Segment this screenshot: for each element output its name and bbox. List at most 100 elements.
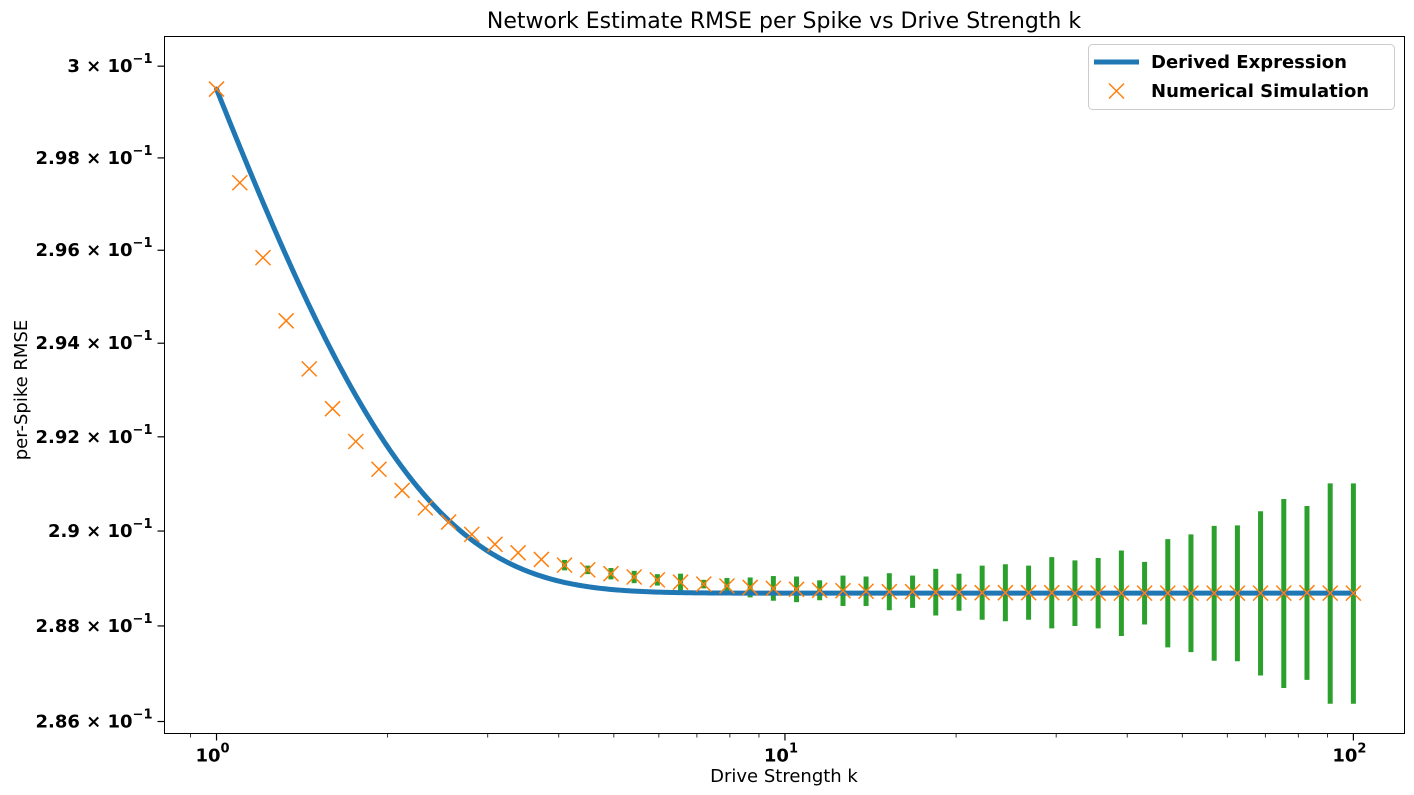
x-tick-exponent: 2 bbox=[1357, 742, 1366, 757]
y-tick-mantissa: 2.92 bbox=[35, 427, 79, 448]
simulation-marker bbox=[556, 557, 573, 574]
y-tick-mantissa: 3 bbox=[67, 56, 80, 77]
simulation-marker bbox=[626, 568, 643, 586]
chart-title: Network Estimate RMSE per Spike vs Drive… bbox=[487, 9, 1081, 34]
simulation-marker bbox=[695, 576, 712, 593]
x-tick-label: 100 bbox=[195, 742, 229, 767]
simulation-marker bbox=[811, 582, 828, 599]
y-tick-label: 2.98 × 10−1 bbox=[35, 144, 152, 169]
y-tick-exponent: −1 bbox=[133, 52, 153, 67]
simulation-marker bbox=[1322, 585, 1339, 602]
y-tick-times: × 10 bbox=[80, 240, 133, 261]
simulation-marker bbox=[1252, 585, 1269, 602]
y-tick-exponent: −1 bbox=[133, 517, 153, 532]
simulation-marker bbox=[533, 551, 550, 568]
legend: Derived Expression Numerical Simulation bbox=[1088, 44, 1395, 110]
simulation-marker bbox=[394, 482, 411, 499]
simulation-marker bbox=[370, 461, 388, 478]
simulation-marker bbox=[579, 561, 596, 578]
legend-label-simulation: Numerical Simulation bbox=[1151, 81, 1369, 102]
simulation-marker bbox=[742, 579, 759, 596]
simulation-marker bbox=[347, 433, 364, 450]
simulation-marker bbox=[1345, 585, 1362, 602]
simulation-marker bbox=[1206, 585, 1223, 602]
y-tick-label: 2.94 × 10−1 bbox=[35, 329, 152, 354]
legend-marker-swatch bbox=[1108, 82, 1125, 100]
legend-label-derived: Derived Expression bbox=[1151, 52, 1347, 73]
y-tick-label: 2.96 × 10−1 bbox=[35, 236, 152, 261]
simulation-marker bbox=[997, 584, 1014, 601]
y-tick-mantissa: 2.9 bbox=[48, 521, 80, 542]
y-tick-label: 2.92 × 10−1 bbox=[35, 423, 152, 448]
y-tick-mantissa: 2.94 bbox=[35, 333, 79, 354]
y-tick-exponent: −1 bbox=[133, 612, 153, 627]
y-tick-label: 3 × 10−1 bbox=[67, 52, 152, 77]
legend-box bbox=[1088, 44, 1395, 110]
plot-area bbox=[208, 81, 1362, 704]
simulation-marker bbox=[834, 582, 852, 599]
simulation-marker bbox=[1090, 585, 1107, 602]
simulation-marker bbox=[1159, 585, 1176, 602]
y-tick-label: 2.88 × 10−1 bbox=[35, 612, 152, 637]
y-tick-exponent: −1 bbox=[133, 144, 153, 159]
y-tick-times: × 10 bbox=[80, 56, 133, 77]
y-tick-mantissa: 2.96 bbox=[35, 240, 79, 261]
y-tick-exponent: −1 bbox=[133, 236, 153, 251]
y-tick-times: × 10 bbox=[80, 521, 133, 542]
x-tick-label: 102 bbox=[1332, 742, 1366, 767]
simulation-marker bbox=[1136, 585, 1153, 602]
simulation-marker bbox=[718, 577, 735, 595]
simulation-marker bbox=[278, 312, 295, 329]
simulation-marker bbox=[417, 499, 434, 516]
y-tick-exponent: −1 bbox=[133, 708, 153, 723]
simulation-marker bbox=[1182, 585, 1199, 602]
y-tick-times: × 10 bbox=[80, 148, 133, 169]
y-tick-exponent: −1 bbox=[133, 329, 153, 344]
simulation-marker bbox=[324, 400, 341, 417]
simulation-marker bbox=[231, 174, 248, 191]
x-tick-base: 10 bbox=[764, 746, 789, 767]
y-tick-times: × 10 bbox=[80, 616, 133, 637]
simulation-marker bbox=[1275, 585, 1292, 602]
simulation-marker bbox=[463, 526, 480, 543]
simulation-marker bbox=[440, 514, 457, 531]
simulation-marker bbox=[510, 544, 527, 561]
x-tick-label: 101 bbox=[764, 742, 798, 767]
simulation-marker bbox=[974, 584, 991, 601]
y-axis-label: per-Spike RMSE bbox=[11, 320, 32, 461]
simulation-marker bbox=[602, 565, 619, 582]
simulation-marker bbox=[904, 583, 921, 600]
simulation-marker bbox=[486, 536, 503, 553]
simulation-marker bbox=[858, 583, 875, 600]
simulation-marker bbox=[301, 360, 318, 377]
y-tick-mantissa: 2.86 bbox=[35, 712, 79, 733]
simulation-marker bbox=[788, 581, 805, 598]
simulation-marker bbox=[881, 583, 898, 600]
y-tick-label: 2.9 × 10−1 bbox=[48, 517, 153, 542]
simulation-marker bbox=[649, 571, 666, 588]
y-tick-label: 2.86 × 10−1 bbox=[35, 708, 152, 733]
simulation-marker bbox=[1113, 585, 1130, 602]
simulation-marker bbox=[1298, 584, 1316, 601]
derived-expression-line bbox=[214, 86, 1356, 596]
y-tick-times: × 10 bbox=[80, 712, 133, 733]
simulation-marker bbox=[672, 574, 689, 591]
x-tick-exponent: 1 bbox=[789, 742, 798, 757]
y-tick-exponent: −1 bbox=[133, 423, 153, 438]
y-tick-mantissa: 2.88 bbox=[35, 616, 79, 637]
simulation-marker bbox=[1229, 585, 1246, 602]
x-tick-exponent: 0 bbox=[221, 742, 230, 757]
simulation-marker bbox=[765, 580, 782, 597]
simulation-marker bbox=[208, 81, 225, 98]
simulation-marker bbox=[927, 584, 944, 601]
y-tick-times: × 10 bbox=[80, 427, 133, 448]
simulation-marker bbox=[950, 584, 968, 601]
y-tick-mantissa: 2.98 bbox=[35, 148, 79, 169]
x-tick-base: 10 bbox=[1332, 746, 1357, 767]
simulation-marker bbox=[254, 249, 271, 266]
x-axis-label: Drive Strength k bbox=[710, 766, 858, 787]
simulation-marker bbox=[1066, 585, 1083, 602]
simulation-marker bbox=[1043, 584, 1060, 601]
